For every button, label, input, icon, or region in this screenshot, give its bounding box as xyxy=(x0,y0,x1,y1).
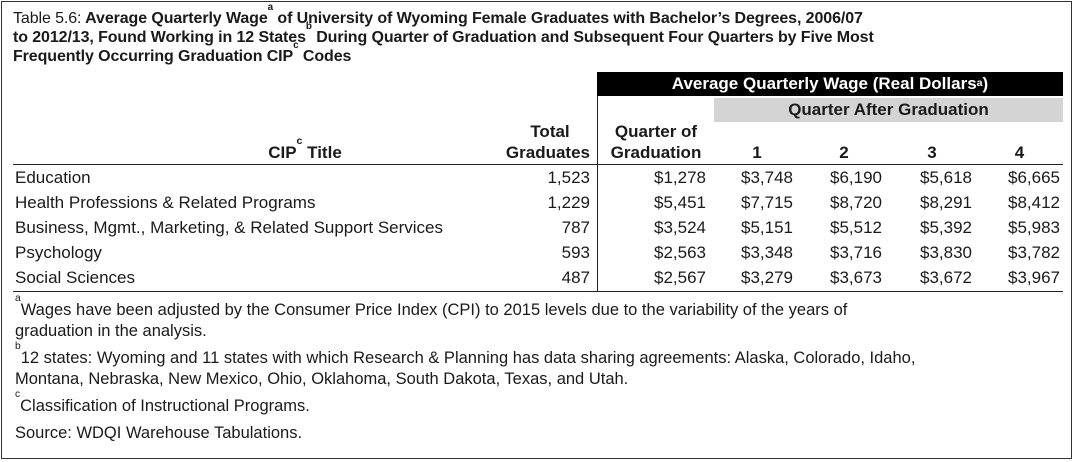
footnote-a-line2: graduation in the analysis. xyxy=(15,322,207,340)
cip-title-cell: Business, Mgmt., Marketing, & Related Su… xyxy=(15,218,444,237)
quarter-after-graduation-header: Quarter After Graduation xyxy=(788,100,989,119)
cip-title-header: CIPc Title xyxy=(15,136,595,163)
quarter-3-cell: $5,618 xyxy=(920,168,972,187)
footnote-mark-a: a xyxy=(267,2,274,13)
quarter-3-cell: $5,392 xyxy=(920,218,972,237)
title-text-2b: During Quarter of Graduation and Subsequ… xyxy=(316,29,874,46)
quarter-1-cell: $3,348 xyxy=(741,243,793,262)
quarter-of-graduation-header: Quarter of Graduation xyxy=(600,121,712,163)
footnote-mark-c: c xyxy=(293,40,299,51)
quarter-1-cell: $3,279 xyxy=(741,268,793,287)
footnote-mark-c: c xyxy=(296,135,303,147)
table-row: Education 1,523 $1,278 $3,748 $6,190 $5,… xyxy=(0,165,1075,190)
cip-title-cell: Education xyxy=(15,168,91,187)
table-bottom-rule xyxy=(13,291,1063,292)
quarter-3-cell: $3,672 xyxy=(920,268,972,287)
total-graduates-cell: 787 xyxy=(561,218,590,237)
quarter-2-cell: $3,673 xyxy=(830,268,882,287)
footnote-a-line1: Wages have been adjusted by the Consumer… xyxy=(20,301,848,319)
title-label: Title xyxy=(302,143,342,162)
total-graduates-cell: 1,229 xyxy=(547,193,590,212)
column-divider xyxy=(597,96,598,291)
footnote-b: b12 states: Wyoming and 11 states with w… xyxy=(15,341,1060,390)
quarter-of-graduation-cell: $1,278 xyxy=(654,168,706,187)
total-header-line2: Graduates xyxy=(505,143,590,162)
footnote-a: aWages have been adjusted by the Consume… xyxy=(15,293,1060,342)
quarter-of-graduation-cell: $5,451 xyxy=(654,193,706,212)
table-title: Table 5.6: Average Quarterly Wagea of Un… xyxy=(13,3,1063,66)
quarter-of-graduation-cell: $2,567 xyxy=(654,268,706,287)
total-graduates-cell: 1,523 xyxy=(547,168,590,187)
footnote-mark-b: b xyxy=(15,341,21,352)
average-wage-header-band: Average Quarterly Wage (Real Dollars a) xyxy=(597,72,1063,96)
quarter-of-graduation-cell: $2,563 xyxy=(654,243,706,262)
title-text-3b: Codes xyxy=(302,48,352,65)
title-text-1b: of University of Wyoming Female Graduate… xyxy=(277,10,863,27)
quarter-2-cell: $6,190 xyxy=(830,168,882,187)
total-graduates-cell: 487 xyxy=(561,268,590,287)
cip-label: CIP xyxy=(268,143,297,162)
footnote-mark-a: a xyxy=(15,293,21,304)
footnote-c-text: Classification of Instructional Programs… xyxy=(20,397,310,415)
quarter-1-cell: $3,748 xyxy=(741,168,793,187)
quarter-3-cell: $8,291 xyxy=(920,193,972,212)
quarter-2-header: 2 xyxy=(839,143,849,162)
title-text-3a: Frequently Occurring Graduation CIP xyxy=(13,48,294,65)
footnote-c: cClassification of Instructional Program… xyxy=(15,389,1060,417)
header-close-paren: ) xyxy=(982,74,989,93)
source-note: Source: WDQI Warehouse Tabulations. xyxy=(15,424,303,442)
quarter-4-cell: $3,782 xyxy=(1008,243,1060,262)
quarter-3-header: 3 xyxy=(927,143,937,162)
quarter-2-cell: $8,720 xyxy=(830,193,882,212)
cip-title-cell: Psychology xyxy=(15,243,102,262)
quarter-2-cell: $5,512 xyxy=(830,218,882,237)
header-rule xyxy=(13,164,1063,165)
footnotes: aWages have been adjusted by the Consume… xyxy=(15,293,1060,450)
footnote-b-line2: Montana, Nebraska, New Mexico, Ohio, Okl… xyxy=(15,370,629,388)
title-line-2: to 2012/13, Found Working in 12 Statesb … xyxy=(13,22,1063,47)
title-line-3: Frequently Occurring Graduation CIPc Cod… xyxy=(13,41,1063,66)
title-text-1a: Average Quarterly Wage xyxy=(85,10,268,27)
cip-title-cell: Health Professions & Related Programs xyxy=(15,193,316,212)
quarter-4-cell: $6,665 xyxy=(1008,168,1060,187)
quarter-4-cell: $5,983 xyxy=(1008,218,1060,237)
title-text-2a: to 2012/13, Found Working in 12 States xyxy=(13,29,306,46)
quarter-after-graduation-band: Quarter After Graduation xyxy=(714,98,1063,122)
footnote-b-line1: 12 states: Wyoming and 11 states with wh… xyxy=(20,349,916,367)
quarter-4-cell: $8,412 xyxy=(1008,193,1060,212)
footnote-mark-c: c xyxy=(15,389,21,400)
footnote-mark-b: b xyxy=(305,21,312,32)
total-header-line1: Total xyxy=(530,122,570,141)
quarter-4-cell: $3,967 xyxy=(1008,268,1060,287)
cip-title-cell: Social Sciences xyxy=(15,268,136,287)
quarter-1-cell: $5,151 xyxy=(741,218,793,237)
quarter-of-graduation-cell: $3,524 xyxy=(654,218,706,237)
average-wage-header: Average Quarterly Wage (Real Dollars xyxy=(671,74,977,93)
table-number: Table 5.6: xyxy=(13,10,82,27)
quarter-3-cell: $3,830 xyxy=(920,243,972,262)
quarter-4-header: 4 xyxy=(1014,143,1025,162)
table-row: Social Sciences 487 $2,567 $3,279 $3,673… xyxy=(0,265,1075,290)
total-graduates-header: Total Graduates xyxy=(480,121,590,163)
quarter-1-header: 1 xyxy=(752,143,762,162)
qog-header-line2: Graduation xyxy=(610,143,702,162)
table-row: Health Professions & Related Programs 1,… xyxy=(0,190,1075,215)
total-graduates-cell: 593 xyxy=(561,243,590,262)
qog-header-line1: Quarter of xyxy=(614,122,698,141)
table-row: Psychology 593 $2,563 $3,348 $3,716 $3,8… xyxy=(0,240,1075,265)
quarter-2-cell: $3,716 xyxy=(830,243,882,262)
quarter-1-cell: $7,715 xyxy=(741,193,793,212)
title-line-1: Table 5.6: Average Quarterly Wagea of Un… xyxy=(13,3,1063,28)
table-row: Business, Mgmt., Marketing, & Related Su… xyxy=(0,215,1075,240)
